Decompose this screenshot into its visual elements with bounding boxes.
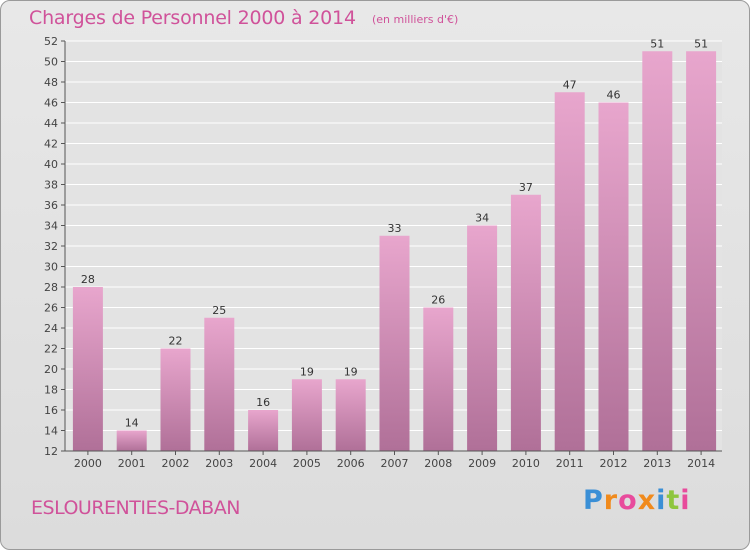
data-label: 46 [607, 89, 621, 102]
bar-2002 [160, 348, 191, 451]
data-label: 51 [694, 37, 708, 50]
bar-2013 [642, 51, 673, 451]
bar-2009 [467, 225, 498, 451]
x-tick-label: 2012 [600, 457, 628, 470]
y-tick-label: 50 [44, 56, 58, 69]
bar-2010 [510, 194, 541, 451]
x-tick-label: 2007 [381, 457, 409, 470]
y-tick-label: 36 [44, 199, 58, 212]
bar-2003 [204, 317, 235, 451]
y-tick-label: 24 [44, 322, 58, 335]
y-tick-label: 42 [44, 138, 58, 151]
logo-letter: i [680, 485, 691, 516]
data-labels: 28 14 22 25 16 19 19 33 26 34 37 47 46 51 51 [81, 37, 708, 429]
logo-letter: r [603, 485, 619, 516]
bar-2008 [423, 307, 454, 451]
y-tick-label: 20 [44, 363, 58, 376]
data-label: 47 [563, 78, 577, 91]
data-label: 37 [519, 181, 533, 194]
logo-letter: i [656, 485, 667, 516]
y-tick-label: 52 [44, 35, 58, 48]
x-tick-label: 2014 [687, 457, 715, 470]
y-tick-label: 30 [44, 261, 58, 274]
logo-letter: o [618, 485, 638, 516]
data-label: 33 [388, 222, 402, 235]
y-tick-label: 48 [44, 76, 58, 89]
y-tick-label: 22 [44, 343, 58, 356]
proxiti-logo: Proxiti [583, 485, 691, 516]
y-tick-label: 46 [44, 97, 58, 110]
data-label: 19 [344, 365, 358, 378]
logo-letter: x [637, 485, 657, 516]
bar-2012 [598, 102, 629, 451]
y-tick-label: 18 [44, 384, 58, 397]
y-tick-label: 26 [44, 302, 58, 315]
y-tick-label: 14 [44, 425, 58, 438]
data-label: 14 [125, 417, 139, 430]
y-tick-label: 12 [44, 445, 58, 458]
x-tick-label: 2004 [249, 457, 277, 470]
data-label: 22 [169, 335, 183, 348]
y-tick-label: 34 [44, 220, 58, 233]
bar-2007 [379, 235, 410, 451]
y-tick-label: 44 [44, 117, 58, 130]
x-tick-label: 2010 [512, 457, 540, 470]
bar-2005 [291, 379, 322, 451]
bars [72, 51, 717, 451]
x-tick-label: 2002 [162, 457, 190, 470]
x-tick-label: 2009 [468, 457, 496, 470]
data-label: 51 [650, 37, 664, 50]
y-tick-label: 16 [44, 404, 58, 417]
x-tick-label: 2013 [643, 457, 671, 470]
axes: 12 14 16 18 20 22 24 26 28 30 32 34 36 38 40 42 44 46 48 50… [44, 35, 722, 470]
logo-letter: t [666, 485, 681, 516]
bar-2000 [72, 287, 103, 451]
data-label: 19 [300, 365, 314, 378]
y-tick-label: 38 [44, 179, 58, 192]
x-tick-label: 2008 [424, 457, 452, 470]
bar-2001 [116, 430, 147, 451]
y-tick-label: 28 [44, 281, 58, 294]
x-tick-label: 2003 [205, 457, 233, 470]
logo-letter: P [583, 485, 604, 516]
x-tick-label: 2006 [337, 457, 365, 470]
data-label: 25 [212, 304, 226, 317]
data-label: 16 [256, 396, 270, 409]
bar-2011 [554, 92, 585, 451]
x-tick-label: 2011 [556, 457, 584, 470]
data-label: 26 [431, 294, 445, 307]
x-tick-label: 2001 [118, 457, 146, 470]
chart-subtitle: (en milliers d'€) [372, 13, 459, 26]
chart-title: Charges de Personnel 2000 à 2014 [29, 7, 356, 29]
x-tick-label: 2005 [293, 457, 321, 470]
bar-2004 [248, 410, 279, 451]
data-label: 34 [475, 212, 489, 225]
bar-2006 [335, 379, 366, 451]
y-tick-label: 40 [44, 158, 58, 171]
bar-2014 [686, 51, 717, 451]
y-tick-label: 32 [44, 240, 58, 253]
x-tick-label: 2000 [74, 457, 102, 470]
commune-name: ESLOURENTIES-DABAN [31, 497, 240, 519]
data-label: 28 [81, 273, 95, 286]
